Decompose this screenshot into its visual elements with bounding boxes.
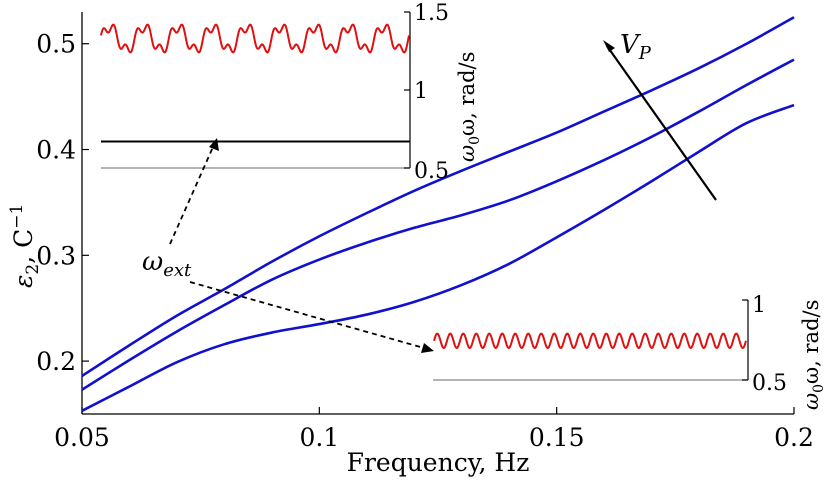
x-tick-label: 0.1 xyxy=(299,423,339,452)
inset-top-ylabel-pre: ω xyxy=(455,145,479,162)
inset-top-ylabel-sub: 0 xyxy=(467,136,483,145)
omega-ext-arrow-up-head xyxy=(209,138,219,151)
inset-bottom-signal xyxy=(433,332,747,350)
omega-ext-arrow-right-head xyxy=(421,343,434,353)
series-line-curve-middle xyxy=(81,58,795,391)
vp-label-main: V xyxy=(620,30,641,60)
y-tick-label: 0.4 xyxy=(36,136,76,165)
inset-top-ylabel-post: ω, rad/s xyxy=(455,52,479,136)
y-tick-label: 0.3 xyxy=(36,241,76,270)
x-ticks: 0.05 0.1 0.15 0.2 xyxy=(54,407,814,452)
y-tick-label: 0.5 xyxy=(36,30,76,59)
inset-bottom-tick-label-2: 0.5 xyxy=(752,371,787,396)
vp-label: VP xyxy=(620,30,652,64)
series-group xyxy=(81,16,795,412)
x-tick-label: 0.05 xyxy=(54,423,110,452)
y-label-rest: , C xyxy=(9,229,38,264)
omega-ext-sub: ext xyxy=(163,260,192,281)
series-line-curve-top xyxy=(81,16,795,378)
y-label-sup: −1 xyxy=(7,204,27,229)
series-line-curve-bottom xyxy=(81,103,795,412)
y-axis-label: ε2, C−1 xyxy=(7,204,43,288)
inset-bottom-tick-label-1: 1 xyxy=(752,293,766,318)
inset-bottom-ylabel-post: ω, rad/s xyxy=(799,300,823,384)
x-tick-label: 0.15 xyxy=(529,423,585,452)
inset-top-signal xyxy=(100,23,410,54)
vp-arrow: VP xyxy=(603,30,717,201)
y-tick-label: 0.2 xyxy=(36,347,76,376)
inset-top: 1.5 1 0.5 ω0ω, rad/s xyxy=(100,1,483,184)
inset-top-tick-label-2: 1 xyxy=(414,79,428,104)
vp-label-sub: P xyxy=(638,43,652,64)
inset-top-tick-label-1: 1.5 xyxy=(414,1,449,26)
y-ticks: 0.2 0.3 0.4 0.5 xyxy=(36,30,89,376)
inset-top-ylabel: ω0ω, rad/s xyxy=(455,52,483,162)
omega-ext-label-bg xyxy=(138,248,200,282)
x-tick-label: 0.2 xyxy=(774,423,814,452)
omega-ext-annotation: ωext xyxy=(138,138,434,353)
y-label-main: ε xyxy=(9,275,38,288)
vp-arrow-line xyxy=(606,45,717,201)
inset-bottom-ylabel-sub: 0 xyxy=(811,384,827,393)
omega-ext-label: ωext xyxy=(142,247,192,281)
omega-ext-arrow-right xyxy=(189,281,425,349)
inset-top-tick-label-3: 0.5 xyxy=(414,159,449,184)
vp-arrow-head xyxy=(603,40,615,52)
inset-bottom: 1 0.5 ω0ω, rad/s xyxy=(433,293,827,410)
y-label-sub: 2 xyxy=(23,264,43,275)
x-axis-label: Frequency, Hz xyxy=(347,448,530,477)
omega-ext-main: ω xyxy=(142,247,163,277)
omega-ext-arrow-up xyxy=(169,146,214,245)
inset-bottom-ylabel-pre: ω xyxy=(799,393,823,410)
inset-bottom-ylabel: ω0ω, rad/s xyxy=(799,300,827,410)
